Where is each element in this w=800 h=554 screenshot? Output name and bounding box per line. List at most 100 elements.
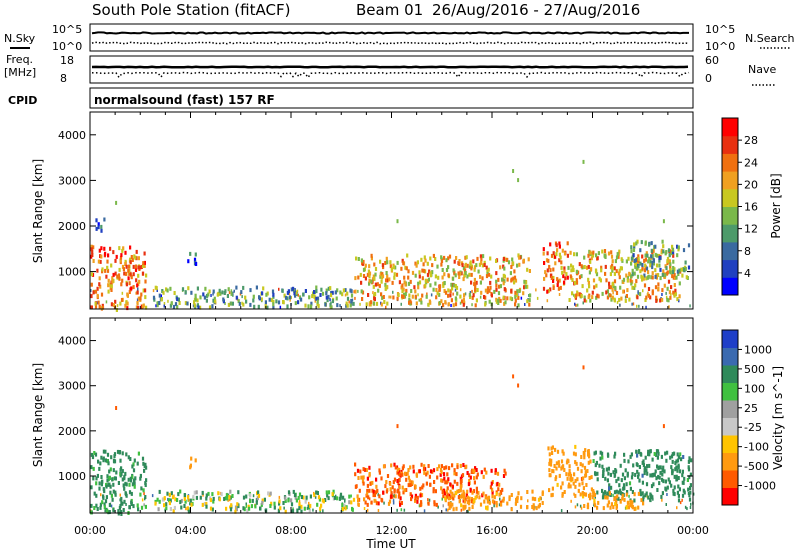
data-cell: [666, 286, 669, 291]
data-cell: [105, 300, 108, 304]
data-cell: [644, 241, 647, 246]
data-cell: [649, 449, 652, 454]
data-cell: [422, 262, 425, 267]
data-cell: [615, 479, 618, 484]
data-cell: [219, 291, 222, 296]
data-cell: [630, 281, 633, 286]
data-cell: [332, 489, 335, 494]
data-cell: [342, 288, 345, 293]
data-cell: [682, 248, 686, 253]
data-cell: [122, 267, 125, 272]
data-cell: [639, 248, 642, 253]
data-cell: [110, 263, 113, 268]
data-cell: [582, 365, 585, 370]
data-cell: [573, 492, 575, 496]
data-cell: [644, 257, 647, 262]
data-cell: [491, 494, 494, 499]
data-cell: [604, 495, 607, 500]
data-cell: [668, 480, 671, 485]
data-cell: [414, 498, 417, 503]
data-cell: [279, 506, 282, 511]
data-cell: [90, 465, 93, 470]
data-cell: [630, 475, 634, 480]
data-cell: [129, 271, 132, 276]
data-cell: [199, 495, 202, 500]
data-cell: [308, 295, 311, 300]
data-cell: [349, 303, 352, 308]
data-cell: [436, 264, 439, 269]
data-cell: [681, 493, 685, 498]
data-cell: [551, 451, 554, 455]
data-cell: [619, 491, 623, 496]
data-cell: [398, 485, 401, 490]
data-cell: [176, 305, 179, 310]
data-cell: [278, 499, 281, 504]
data-cell: [448, 501, 451, 506]
data-cell: [422, 467, 426, 471]
data-cell: [669, 270, 672, 275]
data-cell: [417, 293, 419, 297]
data-cell: [374, 282, 377, 287]
data-cell: [193, 303, 196, 308]
data-cell: [385, 256, 388, 261]
data-cell: [452, 496, 455, 501]
data-cell: [501, 499, 503, 503]
data-cell: [107, 283, 110, 288]
data-cell: [402, 464, 405, 469]
data-cell: [112, 508, 115, 513]
data-cell: [618, 268, 621, 273]
data-cell: [654, 244, 657, 249]
data-cell: [585, 299, 588, 303]
data-cell: [475, 468, 478, 472]
data-cell: [668, 290, 671, 295]
data-cell: [630, 245, 633, 250]
data-cell: [121, 469, 124, 474]
data-cell: [351, 298, 354, 302]
data-cell: [619, 463, 622, 468]
data-cell: [129, 457, 132, 461]
data-cell: [178, 301, 181, 305]
data-cell: [307, 304, 310, 309]
data-cell: [547, 258, 550, 263]
data-cell: [577, 292, 580, 297]
data-cell: [583, 255, 586, 260]
data-cell: [626, 288, 629, 293]
data-cell: [635, 279, 638, 284]
data-cell: [409, 465, 412, 470]
data-cell: [671, 244, 674, 249]
data-cell: [107, 289, 110, 294]
data-cell: [612, 470, 615, 475]
data-cell: [186, 506, 189, 511]
data-cell: [585, 483, 588, 487]
data-cell: [273, 501, 276, 506]
data-cell: [631, 268, 634, 273]
data-cell: [142, 261, 145, 266]
data-cell: [231, 494, 234, 498]
data-cell: [664, 273, 667, 278]
data-cell: [103, 246, 106, 251]
data-cell: [354, 276, 357, 281]
data-cell: [396, 479, 399, 483]
data-cell: [442, 472, 446, 477]
data-cell: [654, 285, 658, 290]
data-cell: [497, 487, 500, 492]
data-cell: [494, 470, 497, 475]
data-cell: [357, 275, 360, 280]
data-cell: [653, 472, 656, 477]
data-cell: [643, 268, 647, 273]
data-cell: [652, 482, 655, 487]
data-cell: [482, 254, 485, 259]
data-cell: [615, 291, 619, 295]
data-cell: [655, 298, 658, 303]
data-cell: [443, 466, 446, 471]
data-cell: [656, 455, 659, 460]
data-cell: [662, 479, 665, 484]
data-cell: [606, 289, 609, 294]
data-cell: [560, 459, 564, 464]
data-cell: [172, 509, 175, 514]
data-cell: [550, 493, 553, 498]
data-cell: [142, 488, 145, 493]
data-cell: [441, 478, 444, 483]
data-cell: [614, 499, 618, 504]
data-cell: [96, 268, 99, 273]
